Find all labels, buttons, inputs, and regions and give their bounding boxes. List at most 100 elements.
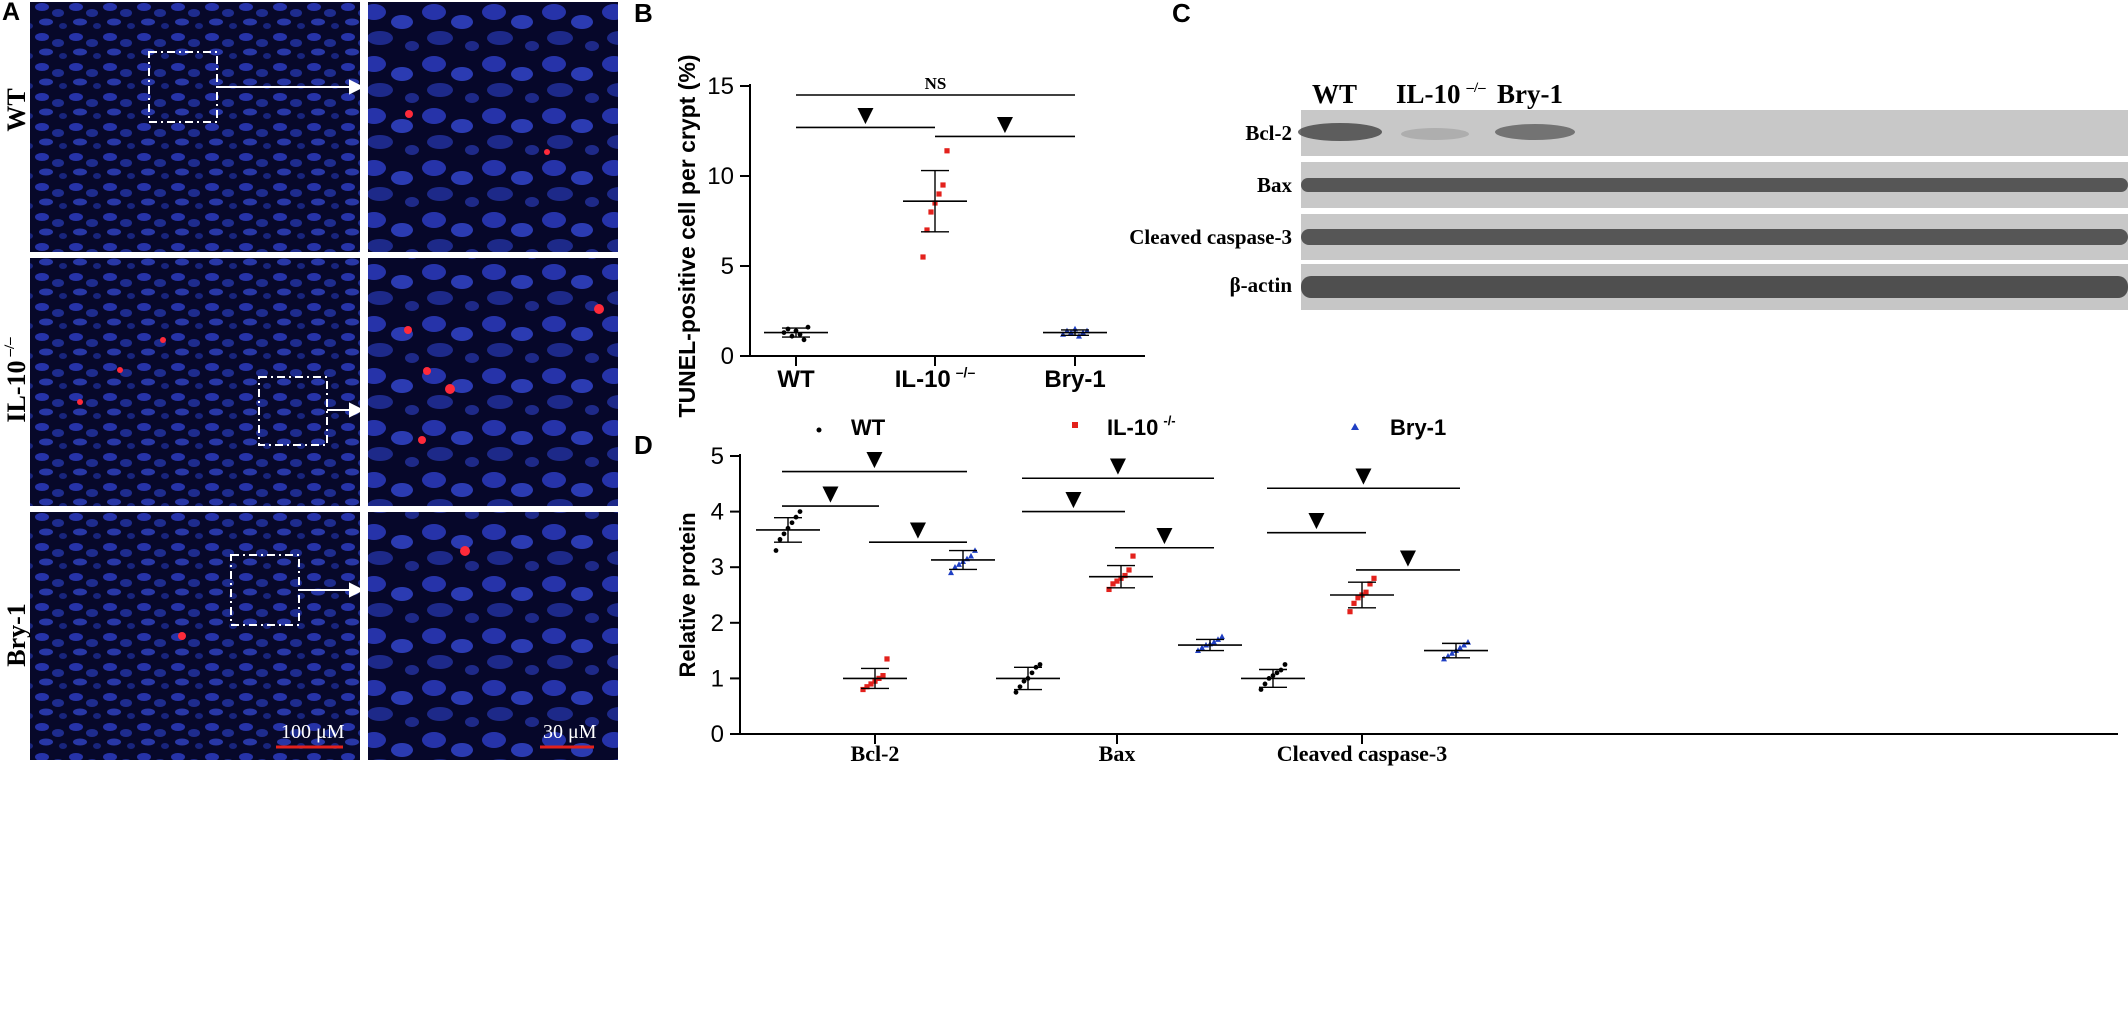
chart-b-significance-0-label: NS (925, 74, 947, 93)
chart-d-significance-7-label: ▼ (1308, 508, 1325, 532)
chart-b-point (940, 182, 946, 188)
chart-d-point (773, 548, 779, 553)
chart-d-point (1461, 641, 1467, 648)
chart-d-point (880, 673, 886, 679)
chart-d-point (1371, 575, 1377, 581)
chart-d-point (1355, 595, 1361, 601)
blot-row-bax: Bax (1257, 173, 1293, 197)
chart-d-point (952, 564, 958, 570)
row-label-il10: IL-10 (2, 361, 31, 423)
chart-d-point (1258, 687, 1264, 692)
micrograph-il10-zoom (368, 258, 618, 506)
chart-d-y-tick-label: 4 (711, 499, 724, 526)
chart-d-point (1106, 586, 1112, 593)
chart-d-point (968, 552, 974, 559)
micrograph-wt-overview (30, 2, 360, 252)
chart-d-significance-3-label: ▼ (1110, 453, 1127, 477)
chart-d-point (1262, 681, 1268, 687)
panel-c-letter: C (1172, 0, 1191, 28)
chart-d-point (1274, 670, 1280, 676)
chart-b-ylabel: TUNEL-positive cell per crypt (%) (674, 55, 700, 418)
panel-d: D Relative protein WT IL-10 -/- Bry-1 0 1 2… (634, 413, 2118, 766)
chart-d-x-tick-label: Cleaved caspase-3 (1277, 741, 1447, 766)
chart-d-point (1021, 678, 1027, 684)
scalebar-left-label: 100 μM (281, 721, 345, 743)
blot-col-il10-group: IL-10 –/– (1396, 79, 1486, 109)
chart-b-significance-2-label: ▼ (997, 111, 1014, 135)
scalebar-right-label: 30 μM (543, 721, 597, 743)
legend-label-il10-group: IL-10 -/- (1107, 413, 1176, 440)
legend-marker-wt (816, 427, 822, 433)
chart-d-point (1029, 670, 1035, 676)
chart-d-point (884, 656, 890, 662)
micrograph-bry1-overview (30, 512, 360, 760)
panel-d-letter: D (634, 430, 653, 460)
chart-d-point (1130, 553, 1136, 559)
chart-d-point (1351, 600, 1357, 606)
chart-d-point (1282, 662, 1288, 667)
chart-d-significance-4-label: ▼ (1065, 487, 1082, 511)
chart-d-point (1211, 639, 1217, 645)
panel-a: A 100 μM 30 μM WT IL- (2, 0, 618, 760)
zoom-arrows (217, 79, 365, 598)
row-label-wt: WT (2, 88, 31, 131)
chart-d-x-tick-label: Bcl-2 (851, 741, 900, 766)
chart-d-point (948, 569, 954, 576)
panel-b-letter: B (634, 0, 653, 28)
chart-b-y-tick-label: 0 (721, 343, 734, 370)
panel-c: C WT IL-10 –/– Bry-1 Bcl-2 Bax Cleaved ca… (1129, 0, 2128, 310)
chart-d-significance-0-label: ▼ (866, 447, 883, 471)
chart-d-point (860, 686, 866, 693)
chart-d-significance-1-label: ▼ (822, 481, 839, 505)
tunel-spots (77, 110, 604, 640)
chart-b: 0 5 10 15 WT IL-10 –/– Bry-1 NS ▼ ▼ (707, 73, 1145, 393)
chart-b-y-tick-label: 15 (707, 73, 734, 100)
blot-row-bcl2: Bcl-2 (1245, 121, 1292, 145)
chart-d-point (1199, 644, 1205, 651)
chart-b-x-tick-label: IL-10 –/– (895, 364, 976, 393)
blot-row-actin: β-actin (1230, 273, 1293, 297)
chart-b-point (785, 326, 791, 332)
chart-b-x-tick-label: WT (777, 366, 815, 393)
chart-d-legend: WT IL-10 -/- Bry-1 (816, 413, 1446, 440)
legend-label-il10-sup: -/- (1163, 413, 1175, 428)
chart-d-point (1122, 572, 1128, 579)
chart-d-point (864, 684, 870, 690)
chart-d-y-tick-label: 1 (711, 665, 724, 692)
chart-d-point (1114, 578, 1120, 584)
chart-b-significance-1-label: ▼ (857, 102, 874, 126)
chart-d-y-tick-label: 3 (711, 554, 724, 581)
blot-col-wt: WT (1312, 79, 1357, 109)
chart-d-point (1363, 589, 1369, 595)
chart-d-point (1037, 662, 1043, 667)
row-label-il10-sup: –/– (2, 337, 18, 358)
chart-d-significance-6-label: ▼ (1355, 463, 1372, 487)
chart-b-x-tick-superscript: –/– (956, 364, 976, 380)
chart-d-point (868, 681, 874, 687)
panel-b: B TUNEL-positive cell per crypt (%) 0 5 10… (634, 0, 1145, 417)
chart-d-point (956, 561, 962, 567)
chart-d-point (1126, 567, 1132, 573)
chart-d-point (1347, 609, 1353, 615)
chart-d-point (1449, 650, 1455, 656)
chart-b-point (805, 324, 811, 330)
row-label-il10-group: IL-10 –/– (2, 337, 31, 423)
chart-d-y-tick-label: 5 (711, 443, 724, 470)
chart-b-point (789, 333, 795, 339)
blot-col-il10-sup: –/– (1466, 80, 1487, 96)
chart-d-significance-8-label: ▼ (1400, 545, 1417, 569)
chart-b-point (944, 148, 950, 154)
chart-b-point (920, 254, 926, 260)
blot-row-caspase3: Cleaved caspase-3 (1129, 225, 1292, 249)
svg-text:IL-10–/–: IL-10 –/– (2, 337, 31, 423)
chart-b-point (936, 191, 942, 197)
chart-d-point (1219, 633, 1225, 640)
chart-b-point (928, 209, 934, 215)
chart-d-x-tick-label: Bax (1099, 741, 1136, 766)
chart-d-y-tick-label: 0 (711, 721, 724, 748)
chart-d: 0 1 2 3 4 5 Bcl-2 Bax Cleaved caspase-3 ▼ ▼ ▼ ▼ ▼ ▼ ▼ ▼ ▼ (711, 443, 2118, 766)
blot-col-il10: IL-10 (1396, 79, 1461, 109)
blot-col-bry1: Bry-1 (1497, 79, 1563, 109)
blot-bands (1298, 123, 2128, 298)
